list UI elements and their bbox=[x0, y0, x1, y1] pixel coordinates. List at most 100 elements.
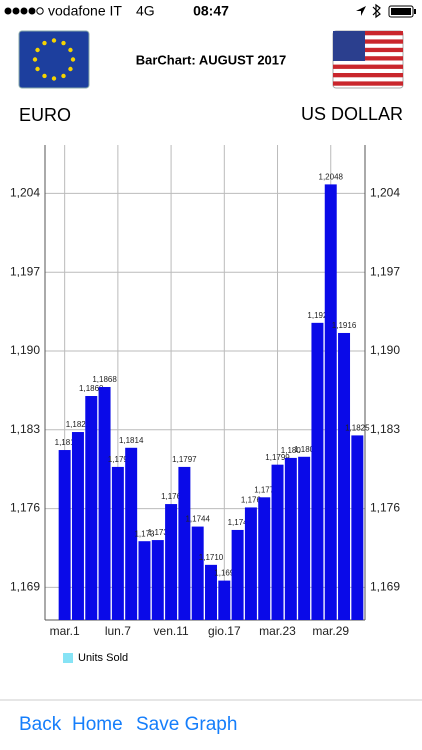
y2-tick-label: 1,204 bbox=[370, 186, 400, 200]
eu-flag[interactable] bbox=[18, 30, 90, 89]
value-label: 1,1814 bbox=[119, 436, 144, 445]
y-tick-label: 1,176 bbox=[10, 501, 40, 515]
bar bbox=[191, 526, 204, 620]
x-tick-label: ven.11 bbox=[154, 624, 189, 638]
bar bbox=[311, 322, 324, 620]
bar bbox=[71, 432, 84, 620]
y-tick-label: 1,169 bbox=[10, 580, 40, 594]
star bbox=[70, 57, 76, 62]
value-label: 1,173 bbox=[134, 529, 155, 538]
bar bbox=[111, 466, 124, 620]
stripe bbox=[333, 39, 403, 44]
bar bbox=[98, 387, 111, 620]
value-label: 1,177 bbox=[254, 485, 275, 494]
bar bbox=[218, 580, 231, 620]
star bbox=[68, 47, 73, 53]
stripe bbox=[333, 73, 403, 78]
x-tick-label: mar.23 bbox=[259, 624, 296, 638]
stripe bbox=[333, 47, 403, 53]
star bbox=[68, 66, 73, 72]
y-tick-label: 1,204 bbox=[10, 186, 40, 200]
y-tick-label: 1,197 bbox=[10, 264, 40, 278]
location-icon bbox=[356, 6, 366, 16]
value-label: 1,1797 bbox=[172, 455, 197, 464]
value-label: 1,174 bbox=[228, 518, 249, 527]
value-label: 1,180 bbox=[294, 445, 315, 454]
value-label: 1,176 bbox=[241, 496, 262, 505]
chart-title: BarChart: AUGUST 2017 bbox=[136, 52, 287, 67]
stripe bbox=[333, 81, 403, 86]
x-tick-label: gio.17 bbox=[208, 624, 241, 638]
x-tick-label: mar.1 bbox=[50, 624, 80, 638]
star bbox=[32, 57, 38, 62]
bar bbox=[138, 541, 151, 620]
bar bbox=[338, 332, 351, 620]
y2-tick-label: 1,183 bbox=[370, 422, 400, 436]
y2-tick-label: 1,190 bbox=[370, 343, 400, 357]
network: 4G bbox=[136, 3, 155, 19]
bar bbox=[125, 447, 138, 620]
bar bbox=[271, 464, 284, 620]
value-label: 1,1916 bbox=[332, 321, 357, 330]
x-tick-label: lun.7 bbox=[105, 624, 131, 638]
star bbox=[61, 40, 66, 46]
value-label: 1,180 bbox=[281, 446, 302, 455]
star bbox=[51, 38, 57, 43]
right-currency: US DOLLAR bbox=[301, 104, 403, 124]
value-label: 1,173 bbox=[148, 528, 169, 537]
legend-swatch bbox=[63, 653, 73, 663]
bar bbox=[85, 396, 98, 620]
bar bbox=[165, 504, 178, 620]
value-label: 1,1799 bbox=[265, 453, 290, 462]
star bbox=[42, 40, 47, 46]
toolbar-button[interactable]: Back bbox=[19, 714, 62, 735]
bar bbox=[284, 457, 297, 620]
bar bbox=[324, 184, 337, 620]
bar bbox=[298, 456, 311, 620]
value-label: 1,192 bbox=[307, 311, 328, 320]
x-tick-label: mar.29 bbox=[312, 624, 349, 638]
star bbox=[51, 76, 57, 81]
value-label: 1,181 bbox=[55, 438, 76, 447]
stripe bbox=[333, 64, 403, 69]
left-currency: EURO bbox=[19, 105, 71, 125]
y-tick-label: 1,183 bbox=[10, 422, 40, 436]
legend-label: Units Sold bbox=[78, 652, 128, 664]
stripe bbox=[333, 56, 403, 61]
battery bbox=[388, 5, 416, 18]
value-label: 1,1710 bbox=[199, 553, 224, 562]
bar bbox=[178, 466, 191, 620]
value-label: 1,1744 bbox=[185, 515, 210, 524]
toolbar-button[interactable]: Save Graph bbox=[136, 714, 237, 735]
y2-tick-label: 1,176 bbox=[370, 501, 400, 515]
value-label: 1,2048 bbox=[319, 173, 344, 182]
us-flag[interactable] bbox=[332, 30, 404, 89]
bar bbox=[244, 507, 257, 620]
value-label: 1,1860 bbox=[79, 384, 104, 393]
y-tick-label: 1,190 bbox=[10, 343, 40, 357]
value-label: 1,1828 bbox=[66, 420, 91, 429]
value-label: 1,169 bbox=[214, 569, 235, 578]
star bbox=[35, 66, 40, 72]
bluetooth-icon bbox=[372, 3, 381, 19]
value-label: 1,1825 bbox=[345, 424, 370, 433]
carrier: vodafone IT bbox=[48, 3, 122, 19]
bar bbox=[351, 435, 364, 620]
time: 08:47 bbox=[193, 3, 229, 19]
y2-tick-label: 1,197 bbox=[370, 264, 400, 278]
value-label: 1,176 bbox=[161, 492, 182, 501]
star bbox=[42, 73, 47, 79]
toolbar-button[interactable]: Home bbox=[72, 714, 123, 735]
bar bbox=[205, 564, 217, 620]
signal bbox=[4, 7, 44, 15]
star bbox=[35, 47, 40, 53]
value-label: 1,179 bbox=[108, 455, 129, 464]
bar bbox=[58, 450, 71, 620]
bar bbox=[151, 540, 164, 620]
bar bbox=[231, 529, 244, 620]
stripe bbox=[333, 31, 403, 36]
star bbox=[61, 73, 66, 79]
value-label: 1,1868 bbox=[92, 375, 117, 384]
